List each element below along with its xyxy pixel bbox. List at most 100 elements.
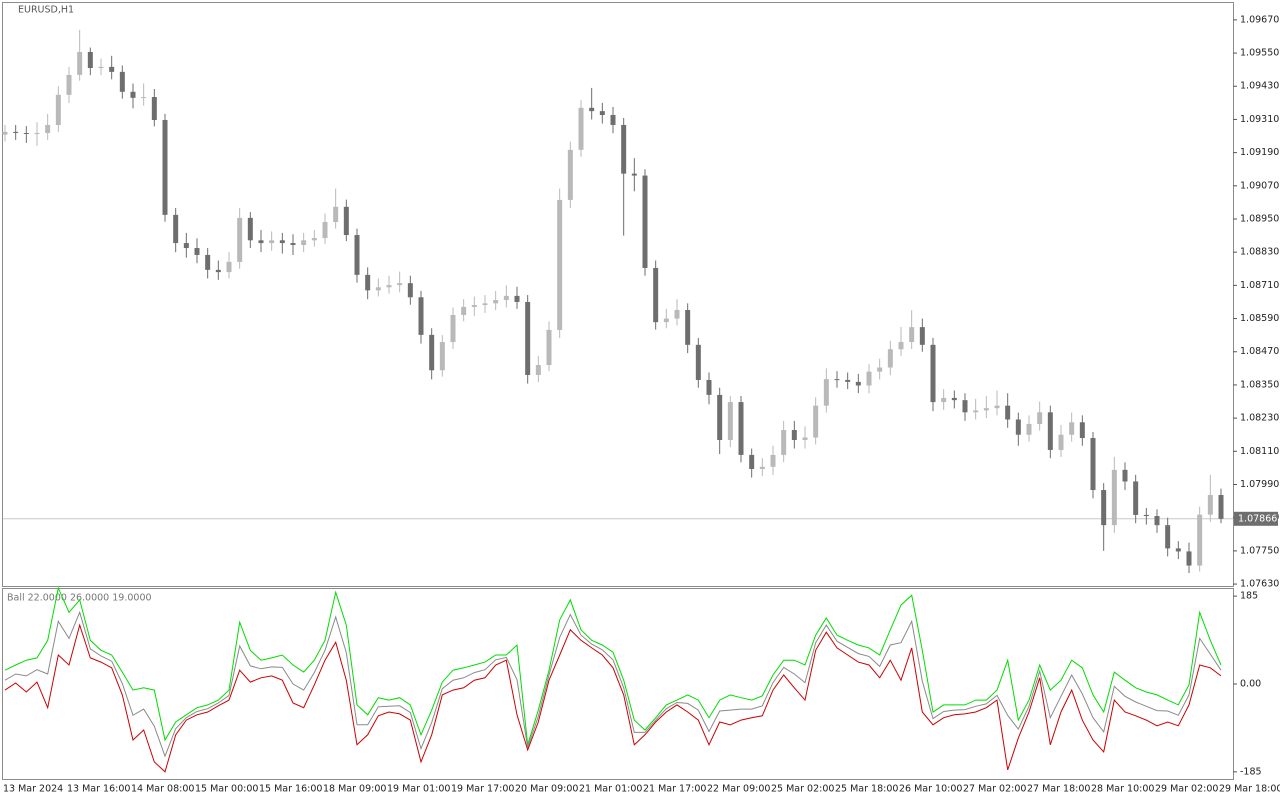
candle-body <box>642 175 648 268</box>
candle-body <box>706 379 712 395</box>
y-tick-label: 185 <box>1240 591 1258 602</box>
x-tick-label: 20 Mar 09:00 <box>515 784 578 795</box>
candle-body <box>1047 412 1053 450</box>
candle-body <box>962 400 968 413</box>
candle-body <box>557 199 563 330</box>
candle-body <box>1005 405 1011 420</box>
x-tick-label: 27 Mar 02:00 <box>963 784 1026 795</box>
candle-body <box>759 466 765 470</box>
candle-body <box>749 454 755 470</box>
chart-title: EURUSD,H1 <box>18 5 74 16</box>
candle-body <box>461 306 467 315</box>
candle-body <box>247 217 253 241</box>
candle-body <box>909 327 915 343</box>
y-tick-label: 1.09430 <box>1240 81 1279 92</box>
candle-body <box>1058 434 1064 450</box>
candle-body <box>386 285 392 288</box>
y-tick-label: 1.07750 <box>1240 545 1279 556</box>
candle-body <box>151 97 157 120</box>
candle-body <box>823 379 829 406</box>
x-tick-label: 28 Mar 10:00 <box>1091 784 1154 795</box>
candle-body <box>685 309 691 345</box>
candle-body <box>834 379 840 381</box>
candle-body <box>55 94 61 125</box>
x-tick-label: 19 Mar 01:00 <box>387 784 450 795</box>
candle-body <box>34 132 40 134</box>
candle-body <box>130 91 136 98</box>
candle-body <box>919 327 925 345</box>
candle-body <box>87 51 93 68</box>
candle-body <box>23 132 29 134</box>
candle-body <box>301 240 307 245</box>
x-tick-label: 15 Mar 00:00 <box>195 784 258 795</box>
y-tick-label: 1.09070 <box>1240 180 1279 191</box>
candle-body <box>429 334 435 371</box>
candle-body <box>226 261 232 273</box>
y-tick-label: 1.07990 <box>1240 479 1279 490</box>
candle-body <box>109 66 115 72</box>
candle-body <box>1090 438 1096 491</box>
candle-body <box>1197 514 1203 566</box>
candle-body <box>354 235 360 275</box>
candle-body <box>66 74 72 95</box>
candle-body <box>194 248 200 255</box>
candle-body <box>1122 469 1128 482</box>
candle-body <box>375 287 381 291</box>
candle-body <box>397 283 403 286</box>
candle-body <box>343 206 349 236</box>
candle-body <box>983 408 989 411</box>
x-tick-label: 13 Mar 16:00 <box>67 784 130 795</box>
candle-body <box>770 454 776 467</box>
candle-body <box>546 329 552 366</box>
y-tick-label: 1.08710 <box>1240 280 1279 291</box>
candle-body <box>205 254 211 270</box>
candle-body <box>407 283 413 298</box>
candle-body <box>930 344 936 403</box>
candle-body <box>674 309 680 319</box>
candle-body <box>877 367 883 372</box>
y-tick-label: 1.08230 <box>1240 413 1279 424</box>
indicator-line <box>4 610 1222 758</box>
candle-body <box>418 297 424 335</box>
candle-body <box>141 97 147 99</box>
x-tick-label: 25 Mar 02:00 <box>771 784 834 795</box>
candle-body <box>1218 495 1224 519</box>
candle-body <box>45 124 51 133</box>
indicator-line <box>4 623 1222 773</box>
candle-body <box>610 115 616 125</box>
candle-body <box>599 111 605 116</box>
candle-body <box>450 314 456 343</box>
candle-body <box>1186 551 1192 566</box>
candle-body <box>567 149 573 200</box>
candle-body <box>941 397 947 403</box>
candle-body <box>887 349 893 368</box>
y-tick-label: 0.00 <box>1240 678 1261 689</box>
candle-body <box>514 295 520 302</box>
candle-body <box>1143 514 1149 517</box>
x-tick-label: 27 Mar 18:00 <box>1027 784 1090 795</box>
candle-body <box>1133 481 1139 515</box>
candle-body <box>1026 423 1032 435</box>
candle-body <box>717 394 723 440</box>
candle-body <box>695 344 701 380</box>
y-tick-label: 1.08830 <box>1240 247 1279 258</box>
candle-body <box>663 318 669 323</box>
candle-body <box>973 410 979 413</box>
current-price-box <box>1234 511 1278 526</box>
candle-body <box>855 381 861 386</box>
candle-body <box>333 206 339 223</box>
candle-body <box>98 66 104 68</box>
candle-body <box>471 305 477 307</box>
candle-body <box>866 371 872 386</box>
candle-body <box>1154 516 1160 526</box>
candle-body <box>1175 548 1181 552</box>
x-tick-label: 26 Mar 10:00 <box>899 784 962 795</box>
candle-body <box>621 124 627 174</box>
candle-body <box>631 173 637 176</box>
candle-body <box>1069 422 1075 435</box>
candle-body <box>1079 422 1085 439</box>
main-pane-frame <box>2 2 1234 587</box>
x-tick-label: 29 Mar 02:00 <box>1155 784 1218 795</box>
candle-body <box>1207 495 1213 515</box>
